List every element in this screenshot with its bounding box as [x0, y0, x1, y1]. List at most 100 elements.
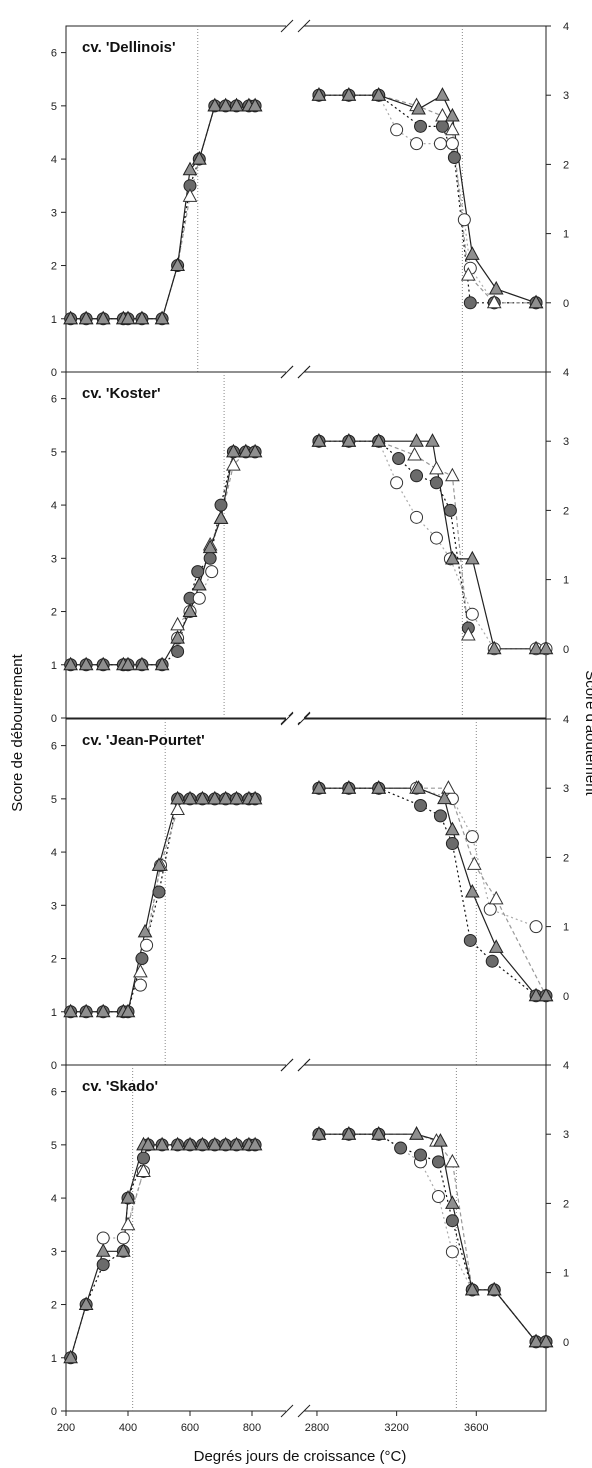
budburst-point-triangle-filled [202, 539, 218, 554]
maturation-point-circle-filled [463, 933, 477, 947]
budburst-point-triangle-filled [229, 790, 244, 805]
maturation-point-triangle-filled [528, 640, 544, 655]
maturation-point-triangle-filled [341, 433, 357, 447]
axis-break-mark [280, 19, 294, 33]
budburst-line-circle-filled [70, 798, 256, 1013]
y-left-tick-label: 5 [51, 447, 57, 459]
budburst-point-triangle-filled [63, 310, 78, 325]
budburst-point-triangle-filled [120, 310, 136, 325]
y-left-tick-label: 4 [51, 154, 57, 166]
budburst-point-triangle-filled [182, 603, 198, 618]
y-left-tick-label: 6 [51, 741, 57, 753]
maturation-point-circle-filled [431, 1155, 445, 1169]
maturation-line-circle-filled [318, 440, 469, 629]
budburst-point-triangle-filled [154, 1136, 170, 1151]
budburst-line-triangle-filled [70, 105, 256, 320]
maturation-point-triangle-filled [464, 1281, 480, 1296]
y-left-tick-label: 6 [51, 48, 57, 60]
budburst-point-triangle-filled [120, 1003, 136, 1018]
maturation-point-triangle-filled [528, 987, 544, 1002]
maturation-point-circle-open [390, 123, 404, 137]
budburst-line-triangle-open [70, 105, 256, 320]
budburst-point-triangle-filled [207, 97, 223, 112]
budburst-point-triangle-filled [207, 790, 223, 805]
y-left-tick-label: 0 [51, 713, 57, 725]
maturation-point-circle-filled [414, 1148, 428, 1162]
budburst-point-triangle-filled [247, 443, 263, 458]
budburst-point-circle-open [205, 565, 219, 579]
budburst-point-circle-filled [203, 551, 217, 565]
budburst-point-triangle-filled [182, 161, 198, 176]
axis-break-mark [280, 1058, 294, 1072]
maturation-point-circle-open [529, 920, 543, 934]
maturation-point-triangle-filled [445, 107, 460, 122]
budburst-point-triangle-filled [120, 1190, 136, 1204]
y-left-tick-label: 2 [51, 261, 57, 273]
budburst-point-triangle-filled [238, 443, 254, 458]
x-tick-label: 800 [243, 1422, 261, 1434]
axis-break-mark [297, 1058, 311, 1072]
budburst-point-triangle-filled [134, 310, 150, 325]
y-left-tick-label: 0 [51, 367, 57, 379]
y-left-tick-label: 4 [51, 847, 57, 859]
budburst-point-triangle-filled [218, 1136, 233, 1151]
y-left-tick-label: 5 [51, 101, 57, 113]
maturation-point-circle-filled [414, 119, 428, 133]
maturation-line-triangle-filled [318, 787, 546, 997]
budburst-point-triangle-filled [134, 656, 150, 671]
maturation-point-circle-filled [429, 476, 443, 490]
maturation-point-triangle-open [486, 294, 502, 309]
budburst-point-triangle-filled [226, 443, 241, 458]
maturation-point-circle-filled [445, 837, 459, 851]
maturation-point-triangle-filled [528, 1333, 544, 1348]
budburst-point-triangle-filled [247, 790, 263, 805]
budburst-point-circle-filled [171, 644, 185, 658]
budburst-point-triangle-filled [195, 790, 210, 805]
maturation-point-triangle-filled [538, 640, 554, 655]
maturation-line-circle-filled [318, 94, 537, 304]
budburst-line-circle-open [139, 865, 162, 986]
maturation-line-triangle-open [318, 1133, 546, 1343]
budburst-point-triangle-open [170, 801, 185, 815]
budburst-point-triangle-filled [213, 510, 229, 524]
budburst-line-circle-open [177, 571, 213, 639]
panel-label: cv. 'Koster' [82, 385, 161, 402]
maturation-point-triangle-open [460, 267, 476, 281]
y-right-tick-label: 4 [563, 714, 569, 726]
y-left-tick-label: 0 [51, 1406, 57, 1418]
maturation-point-triangle-filled [486, 640, 502, 655]
budburst-point-triangle-filled [140, 1136, 156, 1151]
y-left-tick-label: 3 [51, 207, 57, 219]
maturation-point-triangle-open [445, 467, 460, 482]
x-tick-label: 400 [119, 1422, 137, 1434]
budburst-point-circle-filled [135, 952, 149, 966]
budburst-point-triangle-open [136, 1163, 151, 1177]
budburst-point-triangle-filled [116, 1243, 131, 1257]
maturation-line-triangle-filled [318, 440, 546, 650]
maturation-point-triangle-filled [528, 294, 544, 309]
budburst-point-triangle-filled [154, 310, 170, 325]
budburst-point-triangle-filled [151, 857, 167, 871]
maturation-point-triangle-open [435, 107, 450, 122]
budburst-line-triangle-filled [70, 451, 256, 666]
x-tick-label: 600 [181, 1422, 199, 1434]
maturation-point-circle-filled [485, 954, 499, 968]
budburst-point-circle-filled [191, 565, 205, 579]
maturation-point-circle-filled [435, 119, 449, 133]
maturation-point-circle-open [483, 902, 497, 916]
maturation-point-triangle-filled [437, 790, 452, 805]
maturation-point-triangle-filled [411, 100, 426, 115]
budburst-point-triangle-filled [95, 310, 111, 325]
maturation-point-triangle-filled [311, 433, 327, 447]
y-right-tick-label: 1 [563, 1268, 569, 1280]
budburst-point-triangle-filled [247, 1136, 263, 1151]
budburst-point-triangle-filled [191, 576, 207, 591]
maturation-point-triangle-open [445, 1153, 460, 1168]
y-right-tick-label: 0 [563, 1337, 569, 1349]
y-right-tick-label: 3 [563, 436, 569, 448]
maturation-point-triangle-open [460, 626, 476, 641]
maturation-point-triangle-open [441, 780, 456, 794]
maturation-point-triangle-filled [464, 550, 480, 565]
budburst-point-triangle-filled [182, 790, 198, 805]
maturation-point-triangle-filled [425, 433, 440, 447]
